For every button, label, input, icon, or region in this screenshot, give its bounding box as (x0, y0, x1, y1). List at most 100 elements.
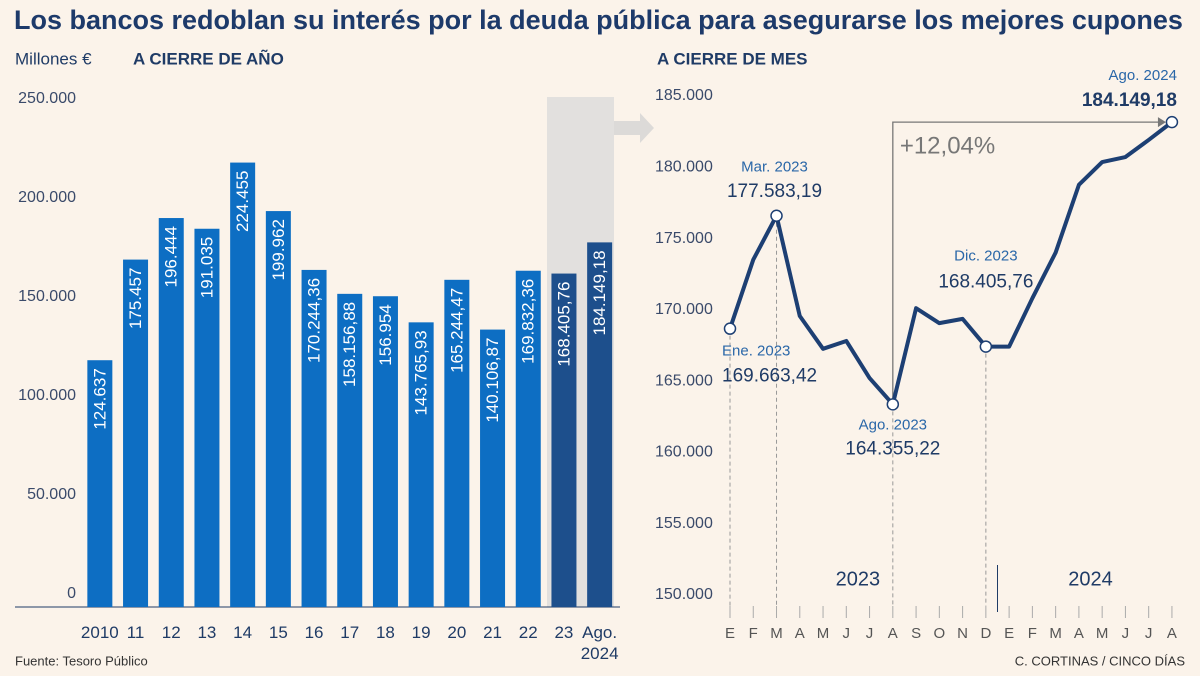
x-tick-label: J (1122, 625, 1130, 642)
x-tick-label: M (1049, 625, 1062, 642)
value-label: 143.765,93 (412, 330, 431, 415)
y-tick-label: 150.000 (655, 586, 713, 603)
line (728, 120, 1174, 407)
y-tick-label: 200.000 (18, 189, 76, 206)
x-tick-label: A (1074, 625, 1084, 642)
point-label: Ago. 2024 (1109, 67, 1177, 84)
source: Fuente: Tesoro Público (15, 653, 148, 668)
x-tick-label: F (1028, 625, 1037, 642)
group-label: 2023 (836, 568, 881, 590)
bar (123, 259, 149, 607)
value-label: 168.405,76 (938, 272, 1033, 293)
bar (158, 218, 184, 607)
y-tick-label: 0 (67, 585, 76, 602)
point (979, 340, 993, 353)
x-tick-label: M (770, 625, 783, 642)
x-tick-label: F (749, 625, 758, 642)
bar (265, 211, 291, 607)
bar (515, 270, 541, 607)
y-tick-label: 175.000 (655, 230, 713, 247)
y-tick-label: 155.000 (655, 515, 713, 532)
value-label: 124.637 (90, 368, 109, 429)
y-tick-label: 165.000 (655, 372, 713, 389)
y-tick-label: 50.000 (27, 486, 76, 503)
subtitle: A CIERRE DE AÑO (133, 48, 284, 68)
point-label: Mar. 2023 (741, 159, 808, 176)
bar (372, 296, 398, 607)
y-tick-label: 185.000 (655, 87, 713, 104)
value-label: 177.583,19 (727, 181, 822, 202)
x-tick-label: M (817, 625, 830, 642)
value-label: 140.106,87 (483, 338, 502, 423)
y-tick-label: 170.000 (655, 301, 713, 318)
value-label: 196.444 (162, 226, 181, 287)
x-tick-label: 21 (483, 623, 502, 642)
x-tick-label: 16 (304, 623, 324, 642)
value-label: 169.663,42 (722, 366, 817, 387)
bar (194, 228, 220, 607)
point (886, 398, 900, 411)
value-label: 184.149,18 (1082, 90, 1177, 111)
x-tick-label: A (795, 625, 805, 642)
bar (230, 162, 256, 607)
bar (587, 242, 613, 607)
subtitle: A CIERRE DE MES (657, 49, 808, 68)
x-tick-label: 15 (268, 623, 288, 642)
x-tick-label: J (843, 625, 851, 642)
x-tick-label: J (866, 625, 874, 642)
value-label: 164.355,22 (845, 438, 940, 459)
value-label: 199.962 (269, 219, 288, 280)
value-label: 170.244,36 (305, 278, 324, 363)
x-tick-label: A (888, 625, 898, 642)
x-tick-label: O (934, 625, 946, 642)
y-tick-label: 100.000 (18, 387, 76, 404)
x-tick-label: 19 (411, 623, 431, 642)
title: Los bancos redoblan su interés por la de… (14, 5, 1183, 35)
link-arrow (614, 113, 654, 143)
point-label: Dic. 2023 (954, 248, 1017, 265)
y-tick-label: 160.000 (655, 444, 713, 461)
point-label: Ago. 2023 (859, 416, 927, 433)
point (1165, 115, 1179, 129)
x-tick-label: 22 (518, 623, 538, 642)
group-label: 2024 (1068, 568, 1113, 590)
x-tick-label: 12 (161, 623, 181, 642)
point-label: Ene. 2023 (722, 343, 790, 360)
x-tick-label: 14 (233, 623, 253, 642)
x-tick-label: 18 (375, 623, 395, 642)
bar (408, 322, 434, 607)
y-tick-label: 180.000 (655, 159, 713, 176)
value-label: 224.455 (233, 171, 252, 232)
x-tick-label: E (725, 625, 735, 642)
x-tick-label: D (980, 625, 991, 642)
value-label: 156.954 (376, 304, 395, 365)
x-tick-label: 23 (554, 623, 574, 642)
change-label: +12,04% (900, 132, 995, 159)
y-tick-label: 250.000 (18, 90, 76, 107)
bar (301, 269, 327, 607)
arrow-head (1157, 117, 1166, 128)
x-tick-label: E (1004, 625, 1014, 642)
x-tick-label: 2010 (80, 623, 119, 642)
x-tick-label: Ago. 2024 (580, 623, 619, 663)
x-tick-label: A (1167, 625, 1177, 642)
point (723, 322, 737, 335)
value-label: 191.035 (197, 237, 216, 298)
x-tick-label: S (911, 625, 921, 642)
x-tick-label: N (957, 625, 968, 642)
value-label: 175.457 (126, 268, 145, 329)
value-label: 165.244,47 (447, 288, 466, 373)
x-tick-label: M (1096, 625, 1109, 642)
x-tick-label: 11 (126, 623, 145, 642)
bar (87, 360, 113, 607)
x-tick-label: 13 (197, 623, 217, 642)
x-tick-label: J (1145, 625, 1153, 642)
bar (480, 329, 506, 607)
bar (444, 279, 470, 607)
value-label: 168.405,76 (554, 282, 573, 367)
value-label: 184.149,18 (590, 250, 609, 335)
y-axis-label: Millones € (15, 49, 92, 68)
value-label: 158.156,88 (340, 302, 359, 387)
